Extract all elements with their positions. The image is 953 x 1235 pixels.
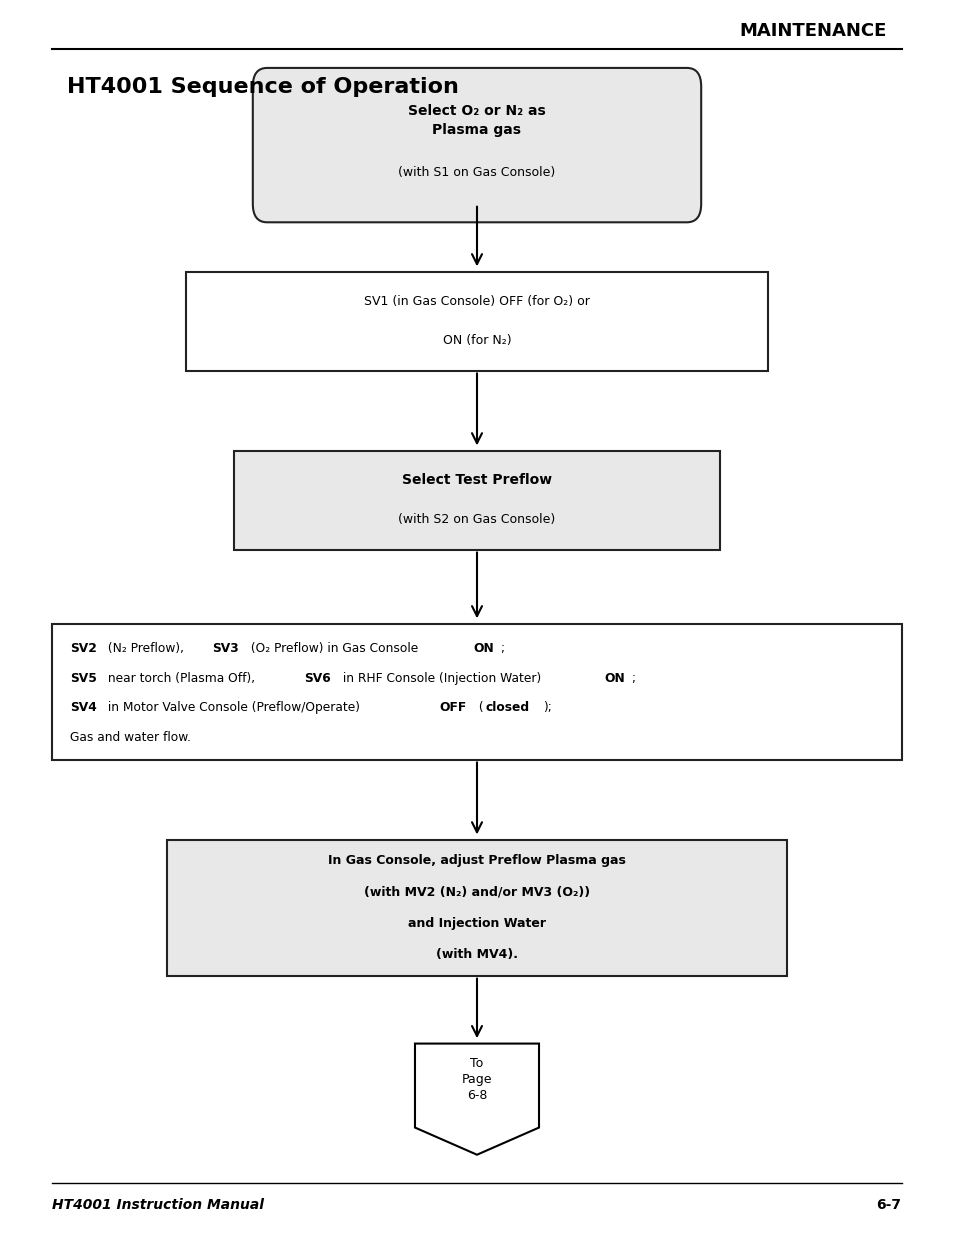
Text: (with MV4).: (with MV4).	[436, 948, 517, 961]
Text: in Motor Valve Console (Preflow/Operate): in Motor Valve Console (Preflow/Operate)	[104, 701, 364, 714]
Text: SV2: SV2	[70, 642, 96, 655]
Text: near torch (Plasma Off),: near torch (Plasma Off),	[104, 672, 259, 684]
Text: Gas and water flow.: Gas and water flow.	[70, 731, 191, 743]
Text: Select Test Preflow: Select Test Preflow	[401, 473, 552, 488]
Text: SV3: SV3	[213, 642, 239, 655]
Text: HT4001 Sequence of Operation: HT4001 Sequence of Operation	[67, 77, 458, 96]
Text: SV4: SV4	[70, 701, 96, 714]
Text: HT4001 Instruction Manual: HT4001 Instruction Manual	[52, 1198, 264, 1212]
Text: (O₂ Preflow) in Gas Console: (O₂ Preflow) in Gas Console	[247, 642, 422, 655]
Text: MAINTENANCE: MAINTENANCE	[740, 21, 886, 40]
Text: (with S2 on Gas Console): (with S2 on Gas Console)	[398, 514, 555, 526]
Text: and Injection Water: and Injection Water	[408, 918, 545, 930]
Text: Select O₂ or N₂ as
Plasma gas: Select O₂ or N₂ as Plasma gas	[408, 104, 545, 137]
Text: in RHF Console (Injection Water): in RHF Console (Injection Water)	[338, 672, 544, 684]
Text: 6-7: 6-7	[876, 1198, 901, 1212]
FancyBboxPatch shape	[186, 272, 767, 370]
Text: (with MV2 (N₂) and/or MV3 (O₂)): (with MV2 (N₂) and/or MV3 (O₂))	[363, 885, 590, 898]
Text: (with S1 on Gas Console): (with S1 on Gas Console)	[398, 165, 555, 179]
Text: ON (for N₂): ON (for N₂)	[442, 335, 511, 347]
Text: (: (	[475, 701, 483, 714]
Text: SV5: SV5	[70, 672, 96, 684]
FancyBboxPatch shape	[52, 624, 901, 760]
Text: (N₂ Preflow),: (N₂ Preflow),	[104, 642, 188, 655]
FancyBboxPatch shape	[167, 840, 786, 976]
Text: ON: ON	[473, 642, 494, 655]
Text: SV1 (in Gas Console) OFF (for O₂) or: SV1 (in Gas Console) OFF (for O₂) or	[364, 295, 589, 308]
Text: OFF: OFF	[439, 701, 466, 714]
Text: ;: ;	[499, 642, 503, 655]
Text: );: );	[542, 701, 551, 714]
Text: closed: closed	[485, 701, 529, 714]
Text: SV6: SV6	[304, 672, 331, 684]
Text: ;: ;	[631, 672, 635, 684]
Text: To
Page
6-8: To Page 6-8	[461, 1057, 492, 1102]
FancyBboxPatch shape	[253, 68, 700, 222]
Polygon shape	[415, 1044, 538, 1155]
Text: In Gas Console, adjust Preflow Plasma gas: In Gas Console, adjust Preflow Plasma ga…	[328, 855, 625, 867]
FancyBboxPatch shape	[233, 451, 720, 550]
Text: ON: ON	[604, 672, 625, 684]
